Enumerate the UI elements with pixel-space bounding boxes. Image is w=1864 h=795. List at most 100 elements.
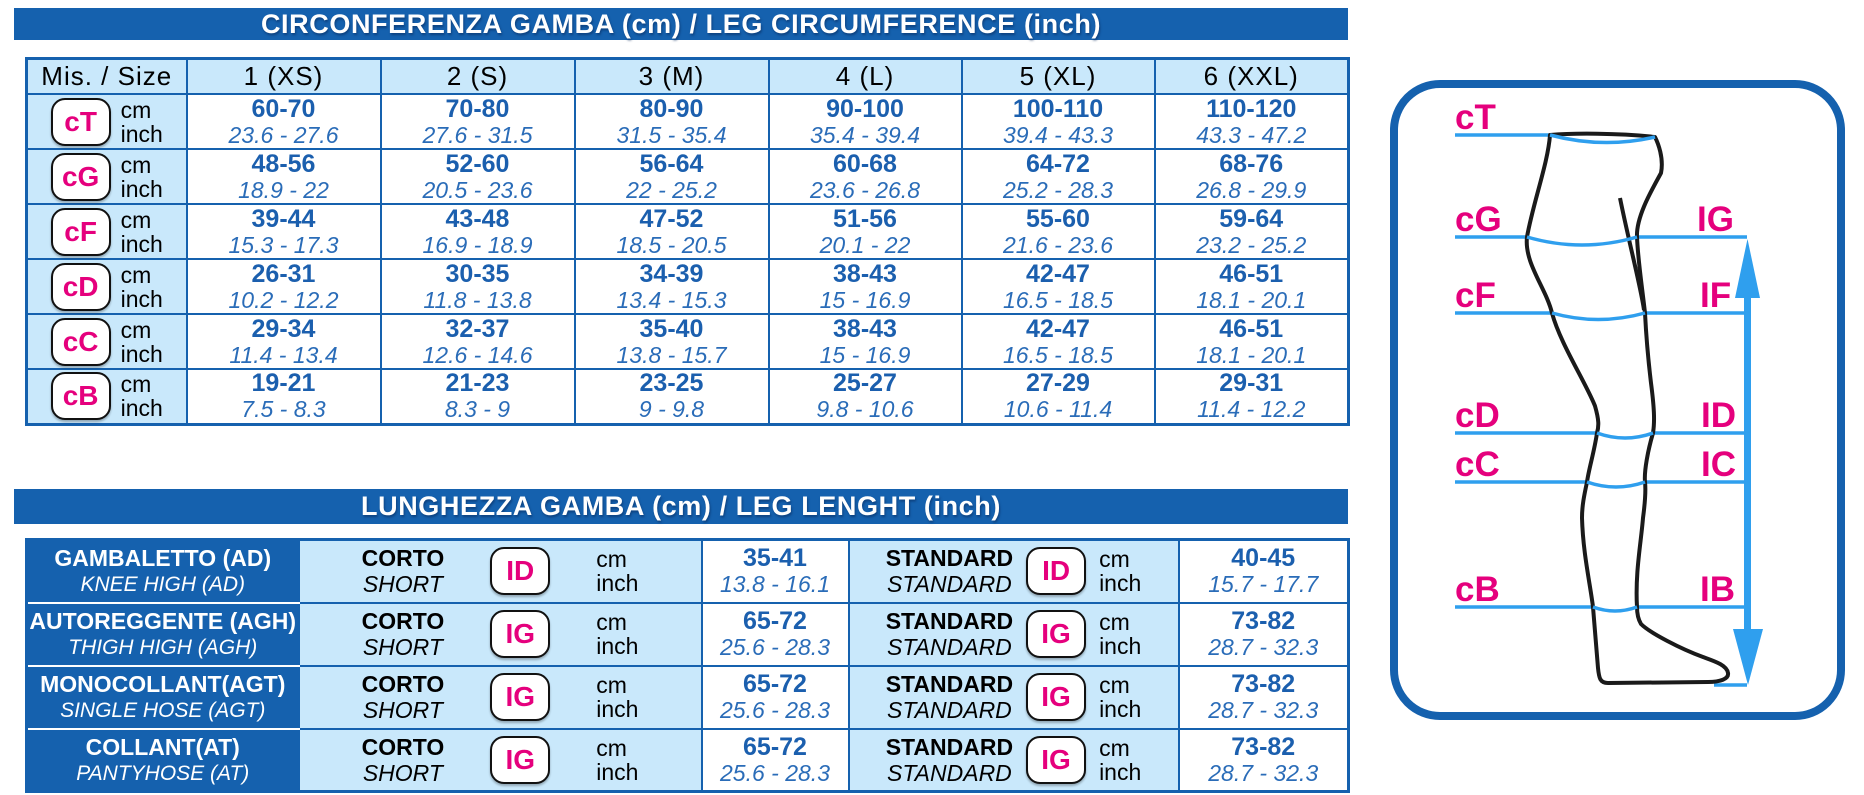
circumference-value-cell: 60-68 23.6 - 26.8 bbox=[767, 148, 963, 205]
inch-range: 22 - 25.2 bbox=[626, 176, 717, 203]
cm-range: 38-43 bbox=[833, 259, 897, 288]
cm-range: 30-35 bbox=[445, 259, 510, 288]
measure-label-inner: cT cm inch bbox=[28, 97, 186, 146]
unit-cm: cm bbox=[120, 151, 152, 178]
measure-badge: cC bbox=[50, 317, 111, 366]
cm-range: 59-64 bbox=[1219, 204, 1284, 233]
circumference-value-cell: 46-51 18.1 - 20.1 bbox=[1153, 258, 1350, 315]
circumference-row: cF cm inch 39-44 15.3 - 17.3 43-48 16.9 - 18.9… bbox=[25, 203, 1350, 260]
circumference-value-cell: 64-72 25.2 - 28.3 bbox=[960, 148, 1156, 205]
cm-range: 65-72 bbox=[743, 607, 807, 635]
units-label: cm inch bbox=[121, 153, 163, 201]
circumference-value-cell: 38-43 15 - 16.9 bbox=[767, 258, 963, 315]
inch-range: 28.7 - 32.3 bbox=[1208, 634, 1319, 660]
length-badge: IG bbox=[1026, 735, 1087, 784]
circumference-title-bar: CIRCONFERENZA GAMBA (cm) / LEG CIRCUMFER… bbox=[14, 8, 1348, 40]
diagram-label-IG: IG bbox=[1697, 200, 1734, 239]
circumference-value-cell: 80-90 31.5 - 35.4 bbox=[573, 93, 770, 150]
variant-labels: CORTO SHORT bbox=[362, 734, 445, 786]
unit-cm: cm bbox=[1099, 672, 1130, 698]
circumference-value-cell: 42-47 16.5 - 18.5 bbox=[960, 313, 1156, 370]
units-label: cm inch bbox=[1099, 673, 1141, 721]
units-label: cm inch bbox=[596, 610, 638, 658]
inch-range: 15 - 16.9 bbox=[819, 286, 911, 313]
unit-inch: inch bbox=[120, 395, 163, 422]
circumference-value-cell: 43-48 16.9 - 18.9 bbox=[379, 203, 576, 260]
units-label: cm inch bbox=[121, 372, 163, 420]
unit-inch: inch bbox=[120, 285, 163, 312]
length-badge: IG bbox=[490, 735, 551, 784]
short-variant-cell: CORTO SHORT IG cm inch bbox=[297, 664, 703, 730]
leg-outline bbox=[1524, 131, 1731, 685]
product-name-cell: AUTOREGGENTE (AGH) THIGH HIGH (AGH) bbox=[25, 601, 300, 667]
cm-range: 90-100 bbox=[826, 94, 904, 123]
unit-inch: inch bbox=[1099, 696, 1142, 722]
cm-range: 39-44 bbox=[251, 204, 316, 233]
measure-label-inner: cB cm inch bbox=[28, 372, 186, 421]
cm-range: 51-56 bbox=[833, 204, 897, 233]
cm-range: 68-76 bbox=[1219, 149, 1284, 178]
measure-label-cell: cF cm inch bbox=[25, 203, 188, 260]
units-label: cm inch bbox=[1099, 547, 1141, 595]
cm-range: 110-120 bbox=[1206, 94, 1297, 123]
unit-cm: cm bbox=[596, 609, 627, 635]
cm-range: 34-39 bbox=[639, 259, 704, 288]
length-badge: IG bbox=[1026, 673, 1087, 721]
cm-range: 40-45 bbox=[1231, 544, 1296, 573]
cm-range: 100-110 bbox=[1012, 94, 1104, 123]
short-variant-cell: CORTO SHORT ID cm inch bbox=[297, 538, 703, 604]
cm-range: 65-72 bbox=[743, 732, 807, 761]
cm-range: 25-27 bbox=[833, 369, 897, 398]
length-row: MONOCOLLANT(AGT) SINGLE HOSE (AGT) CORTO SH… bbox=[25, 664, 1350, 730]
cm-range: 42-47 bbox=[1026, 314, 1090, 343]
std-group-inner: STANDARD STANDARD IG cm inch bbox=[850, 671, 1178, 723]
standard-variant-cell: STANDARD STANDARD IG cm inch bbox=[847, 664, 1180, 730]
product-name-cell: MONOCOLLANT(AGT) SINGLE HOSE (AGT) bbox=[25, 664, 300, 730]
circumference-value-cell: 29-34 11.4 - 13.4 bbox=[185, 313, 382, 370]
units-label: cm inch bbox=[121, 318, 163, 366]
corto-label-it: CORTO bbox=[361, 671, 445, 697]
length-value-cell: 73-82 28.7 - 32.3 bbox=[1177, 601, 1350, 667]
std-label-it: STANDARD bbox=[885, 608, 1014, 634]
unit-cm: cm bbox=[1099, 609, 1130, 635]
cm-range: 73-82 bbox=[1231, 670, 1296, 698]
circumference-value-cell: 110-120 43.3 - 47.2 bbox=[1153, 93, 1350, 150]
cm-range: 80-90 bbox=[639, 94, 704, 123]
circumference-value-cell: 30-35 11.8 - 13.8 bbox=[379, 258, 576, 315]
inch-range: 25.2 - 28.3 bbox=[1003, 176, 1113, 203]
measure-label-inner: cD cm inch bbox=[28, 261, 186, 312]
cm-range: 60-70 bbox=[251, 94, 316, 123]
inch-range: 20.1 - 22 bbox=[819, 231, 911, 258]
inch-range: 18.5 - 20.5 bbox=[616, 231, 727, 258]
cm-range: 48-56 bbox=[251, 149, 316, 178]
cm-range: 52-60 bbox=[445, 149, 510, 178]
cm-range: 21-23 bbox=[445, 369, 510, 398]
unit-inch: inch bbox=[120, 340, 163, 367]
unit-cm: cm bbox=[1099, 546, 1130, 573]
circumference-value-cell: 38-43 15 - 16.9 bbox=[767, 313, 963, 370]
variant-labels: STANDARD STANDARD bbox=[886, 545, 1013, 597]
cm-range: 60-68 bbox=[833, 149, 897, 178]
cm-range: 19-21 bbox=[251, 369, 316, 398]
units-label: cm inch bbox=[121, 98, 163, 146]
diagram-label-cT: cT bbox=[1455, 98, 1496, 137]
length-value-cell: 73-82 28.7 - 32.3 bbox=[1177, 664, 1350, 730]
arc-cB bbox=[1592, 605, 1638, 613]
cm-range: 32-37 bbox=[445, 314, 510, 343]
unit-cm: cm bbox=[120, 261, 152, 288]
inch-range: 11.8 - 13.8 bbox=[423, 286, 532, 313]
cm-range: 29-34 bbox=[251, 314, 316, 343]
measure-label-cell: cB cm inch bbox=[25, 368, 188, 425]
diagram-label-IF: IF bbox=[1700, 276, 1731, 315]
circumference-row: cB cm inch 19-21 7.5 - 8.3 21-23 8.3 - 9 23-25 9… bbox=[25, 368, 1350, 425]
circumference-value-cell: 26-31 10.2 - 12.2 bbox=[185, 258, 382, 315]
circumference-value-cell: 52-60 20.5 - 23.6 bbox=[379, 148, 576, 205]
unit-inch: inch bbox=[596, 570, 639, 597]
units-label: cm inch bbox=[596, 547, 638, 595]
inch-range: 15.3 - 17.3 bbox=[228, 231, 339, 258]
std-group-inner: STANDARD STANDARD IG cm inch bbox=[850, 608, 1178, 660]
inch-range: 15 - 16.9 bbox=[819, 341, 911, 368]
size-header-label: Mis. / Size bbox=[25, 57, 188, 95]
unit-inch: inch bbox=[596, 696, 639, 722]
length-row: AUTOREGGENTE (AGH) THIGH HIGH (AGH) CORTO S… bbox=[25, 601, 1350, 667]
